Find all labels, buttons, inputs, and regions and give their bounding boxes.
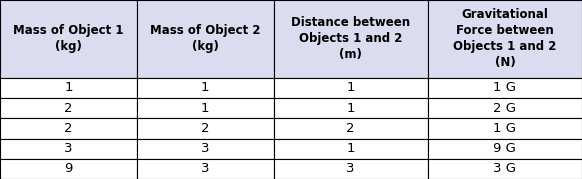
Bar <box>428 118 582 139</box>
Bar <box>137 139 274 159</box>
Bar <box>0 0 137 78</box>
Text: 3: 3 <box>201 142 210 155</box>
Text: 3: 3 <box>346 162 355 175</box>
Text: 1: 1 <box>346 102 355 115</box>
Text: 2 G: 2 G <box>494 102 516 115</box>
Text: Mass of Object 2
(kg): Mass of Object 2 (kg) <box>150 24 260 54</box>
Bar <box>137 78 274 98</box>
Text: 9: 9 <box>64 162 73 175</box>
Text: 2: 2 <box>346 122 355 135</box>
Text: 1: 1 <box>346 142 355 155</box>
Bar <box>137 98 274 118</box>
Bar <box>274 118 428 139</box>
Bar <box>274 78 428 98</box>
Text: 2: 2 <box>201 122 210 135</box>
Bar <box>0 159 137 179</box>
Bar <box>428 139 582 159</box>
Text: 2: 2 <box>64 122 73 135</box>
Text: 3 G: 3 G <box>494 162 516 175</box>
Bar <box>428 98 582 118</box>
Text: 3: 3 <box>64 142 73 155</box>
Text: 1: 1 <box>201 102 210 115</box>
Bar <box>428 78 582 98</box>
Text: 2: 2 <box>64 102 73 115</box>
Text: 9 G: 9 G <box>494 142 516 155</box>
Bar <box>0 78 137 98</box>
Bar <box>428 159 582 179</box>
Text: 1: 1 <box>64 81 73 95</box>
Text: 3: 3 <box>201 162 210 175</box>
Bar <box>274 98 428 118</box>
Bar <box>137 118 274 139</box>
Bar <box>137 159 274 179</box>
Bar <box>428 0 582 78</box>
Text: 1 G: 1 G <box>494 122 516 135</box>
Bar <box>274 0 428 78</box>
Bar <box>274 139 428 159</box>
Bar <box>0 98 137 118</box>
Text: 1: 1 <box>346 81 355 95</box>
Text: Distance between
Objects 1 and 2
(m): Distance between Objects 1 and 2 (m) <box>291 16 410 61</box>
Text: 1 G: 1 G <box>494 81 516 95</box>
Text: Mass of Object 1
(kg): Mass of Object 1 (kg) <box>13 24 123 54</box>
Bar <box>0 139 137 159</box>
Bar <box>137 0 274 78</box>
Text: 1: 1 <box>201 81 210 95</box>
Bar <box>0 118 137 139</box>
Bar <box>274 159 428 179</box>
Text: Gravitational
Force between
Objects 1 and 2
(N): Gravitational Force between Objects 1 an… <box>453 8 556 69</box>
